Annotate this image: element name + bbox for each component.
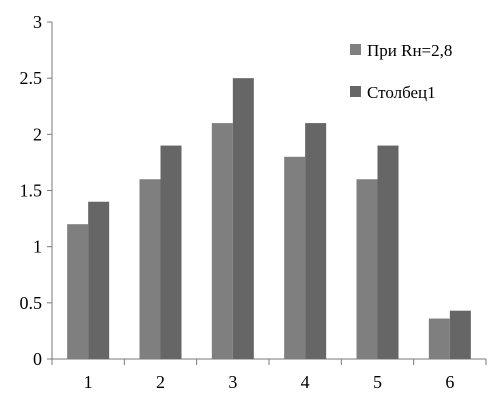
- x-tick-label: 3: [228, 372, 237, 392]
- x-tick-label: 4: [301, 372, 310, 392]
- x-tick-label: 5: [373, 372, 382, 392]
- y-tick-label: 2.5: [20, 68, 43, 88]
- x-axis: 1 2 3 4 5 6: [51, 358, 487, 392]
- bar-series-2-cat-5: [377, 145, 399, 359]
- bar-series-2-cat-1: [88, 201, 110, 359]
- legend-label-series-2: Столбец1: [367, 83, 436, 102]
- y-tick-label: 1.5: [20, 181, 43, 201]
- bar-series-1-cat-6: [428, 318, 450, 359]
- bar-series-1-cat-2: [139, 179, 161, 359]
- legend-label-series-1: При Rн=2,8: [367, 41, 452, 60]
- x-tick-label: 2: [156, 372, 165, 392]
- bar-series-2-cat-6: [449, 310, 471, 359]
- bar-series-2-cat-2: [160, 145, 182, 359]
- legend: При Rн=2,8 Столбец1: [350, 41, 452, 102]
- y-tick-label: 3: [33, 12, 42, 32]
- bar-series-1-cat-3: [211, 123, 233, 359]
- x-tick-label: 6: [445, 372, 454, 392]
- bar-series-1-cat-4: [284, 156, 306, 359]
- y-tick-label: 2: [33, 124, 42, 144]
- y-axis: 0 0.5 1 1.5 2 2.5 3: [20, 12, 53, 369]
- legend-swatch-series-1: [350, 44, 361, 55]
- bar-series-1-cat-5: [356, 179, 378, 359]
- y-tick-label: 0: [33, 349, 42, 369]
- y-tick-label: 1: [33, 237, 42, 257]
- bar-series-2-cat-3: [232, 78, 254, 360]
- bar-series-1-cat-1: [67, 224, 89, 359]
- y-tick-label: 0.5: [20, 293, 43, 313]
- bar-series-2-cat-4: [305, 123, 327, 359]
- x-tick-label: 1: [84, 372, 93, 392]
- bar-series: [67, 78, 471, 360]
- legend-swatch-series-2: [350, 86, 361, 97]
